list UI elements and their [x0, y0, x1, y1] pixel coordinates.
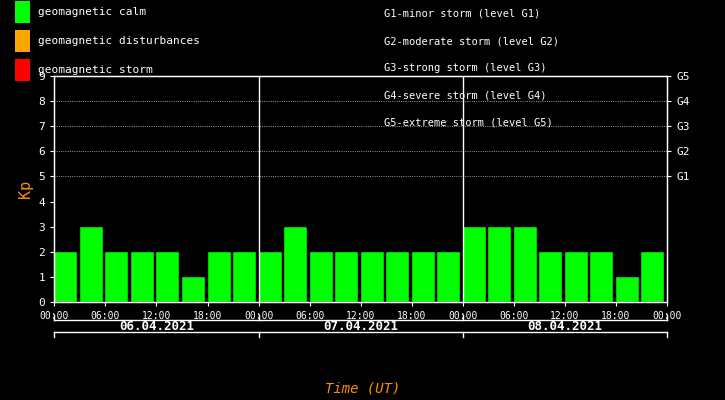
Bar	[310, 252, 333, 302]
Bar	[105, 252, 128, 302]
Text: geomagnetic calm: geomagnetic calm	[38, 7, 146, 17]
Bar	[182, 277, 205, 302]
Bar	[514, 227, 536, 302]
Text: geomagnetic disturbances: geomagnetic disturbances	[38, 36, 199, 46]
Bar	[335, 252, 358, 302]
Text: geomagnetic storm: geomagnetic storm	[38, 65, 152, 74]
Text: G1-minor storm (level G1): G1-minor storm (level G1)	[384, 9, 541, 19]
Text: G5-extreme storm (level G5): G5-extreme storm (level G5)	[384, 118, 553, 128]
Text: G2-moderate storm (level G2): G2-moderate storm (level G2)	[384, 36, 559, 46]
Bar	[233, 252, 256, 302]
Bar	[157, 252, 180, 302]
Bar	[54, 252, 78, 302]
Bar	[565, 252, 588, 302]
Bar	[616, 277, 639, 302]
Bar	[360, 252, 384, 302]
Bar	[437, 252, 460, 302]
Text: 08.04.2021: 08.04.2021	[527, 320, 602, 332]
Bar	[590, 252, 613, 302]
Bar	[131, 252, 154, 302]
Text: G3-strong storm (level G3): G3-strong storm (level G3)	[384, 64, 547, 74]
Text: 07.04.2021: 07.04.2021	[323, 320, 398, 332]
Text: 06.04.2021: 06.04.2021	[119, 320, 194, 332]
Bar	[284, 227, 307, 302]
Bar	[80, 227, 103, 302]
Bar	[539, 252, 563, 302]
Bar	[207, 252, 231, 302]
Bar	[412, 252, 435, 302]
Text: Time (UT): Time (UT)	[325, 382, 400, 396]
Bar	[489, 227, 511, 302]
Bar	[642, 252, 664, 302]
Text: G4-severe storm (level G4): G4-severe storm (level G4)	[384, 91, 547, 101]
Bar	[259, 252, 281, 302]
Bar	[463, 227, 486, 302]
Y-axis label: Kp: Kp	[18, 180, 33, 198]
Bar	[386, 252, 409, 302]
